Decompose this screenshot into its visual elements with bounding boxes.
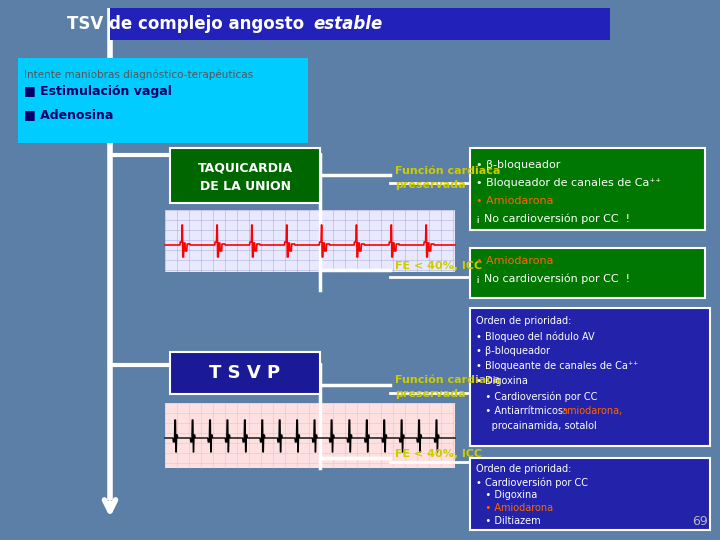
Text: • Cardioversión por CC: • Cardioversión por CC — [476, 477, 588, 488]
Text: Orden de prioridad:: Orden de prioridad: — [476, 464, 572, 474]
Text: FE < 40%, ICC: FE < 40%, ICC — [395, 449, 482, 459]
Text: • Amiodarona: • Amiodarona — [476, 196, 554, 206]
Text: • Digoxina: • Digoxina — [476, 376, 528, 386]
Text: Intente maniobras diagnóstico-terapéuticas: Intente maniobras diagnóstico-terapéutic… — [24, 70, 253, 80]
Text: • Antiarrítmicos:: • Antiarrítmicos: — [476, 406, 570, 416]
Text: TSV de complejo angosto: TSV de complejo angosto — [67, 15, 310, 33]
Bar — [170, 352, 320, 394]
Text: • Diltiazem: • Diltiazem — [476, 516, 541, 526]
Text: preservada: preservada — [395, 389, 466, 399]
Text: • β-bloqueador: • β-bloqueador — [476, 160, 560, 170]
Text: ¡ No cardioversión por CC  !: ¡ No cardioversión por CC ! — [476, 214, 630, 225]
Text: 69: 69 — [692, 515, 708, 528]
Bar — [470, 148, 705, 230]
Bar — [470, 308, 710, 446]
Text: ■ Adenosina: ■ Adenosina — [24, 108, 113, 121]
Bar — [18, 58, 308, 143]
Text: ¡ No cardioversión por CC  !: ¡ No cardioversión por CC ! — [476, 274, 630, 285]
Text: • Amiodarona: • Amiodarona — [476, 256, 554, 266]
Text: Función cardiaca: Función cardiaca — [395, 375, 500, 385]
Bar — [170, 148, 320, 203]
Bar — [165, 403, 455, 468]
Text: • β-bloqueador: • β-bloqueador — [476, 346, 550, 356]
Text: ■ Estimulación vagal: ■ Estimulación vagal — [24, 85, 172, 98]
Text: • Bloqueante de canales de Ca⁺⁺: • Bloqueante de canales de Ca⁺⁺ — [476, 361, 639, 371]
Text: DE LA UNION: DE LA UNION — [199, 180, 290, 193]
Text: estable: estable — [313, 15, 382, 33]
Text: • Bloqueo del nódulo AV: • Bloqueo del nódulo AV — [476, 331, 595, 341]
Text: • Cardioversión por CC: • Cardioversión por CC — [476, 391, 598, 402]
Text: FE < 40%, ICC: FE < 40%, ICC — [395, 261, 482, 271]
Text: • Amiodarona: • Amiodarona — [476, 503, 553, 513]
Text: amiodarona,: amiodarona, — [561, 406, 622, 416]
Bar — [110, 8, 610, 40]
Text: • Bloqueador de canales de Ca⁺⁺: • Bloqueador de canales de Ca⁺⁺ — [476, 178, 661, 188]
Text: T S V P: T S V P — [210, 364, 281, 382]
Bar — [165, 210, 455, 272]
Text: Orden de prioridad:: Orden de prioridad: — [476, 316, 572, 326]
Text: • Digoxina: • Digoxina — [476, 490, 537, 500]
Bar — [470, 248, 705, 298]
Text: procainamida, sotalol: procainamida, sotalol — [476, 421, 597, 431]
Bar — [470, 458, 710, 530]
Text: Función cardiaca: Función cardiaca — [395, 166, 500, 176]
Text: preservada: preservada — [395, 180, 466, 190]
Text: TAQUICARDIA: TAQUICARDIA — [197, 161, 292, 174]
